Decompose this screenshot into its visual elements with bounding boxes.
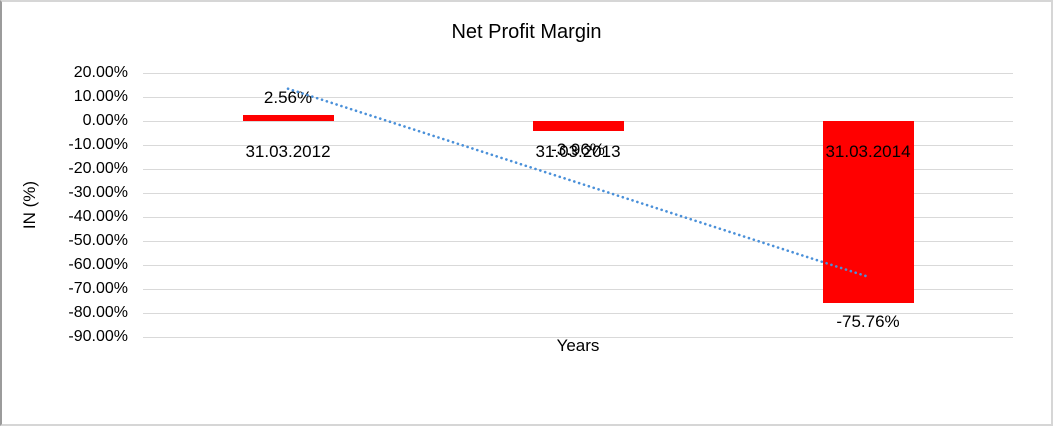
x-axis-title: Years [556, 336, 600, 355]
bar [242, 114, 334, 121]
gridline [143, 73, 1013, 74]
trendline [286, 87, 870, 279]
y-tick-label: -90.00% [68, 328, 128, 345]
y-tick-label: -20.00% [68, 160, 128, 177]
value-label: 2.56% [263, 87, 313, 107]
y-tick-label: -50.00% [68, 232, 128, 249]
value-label: -3.96% [551, 139, 605, 159]
category-label: 31.03.2014 [825, 142, 911, 161]
category-label: 31.03.2012 [245, 142, 331, 161]
gridline [143, 289, 1013, 290]
y-tick-label: 10.00% [73, 88, 128, 105]
y-tick-label: -70.00% [68, 280, 128, 297]
bar [532, 121, 624, 131]
value-label: -75.76% [836, 311, 900, 331]
y-tick-label: -30.00% [68, 184, 128, 201]
y-tick-label: -60.00% [68, 256, 128, 273]
y-tick-label: 20.00% [73, 64, 128, 81]
y-tick-label: -80.00% [68, 304, 128, 321]
chart-title: Net Profit Margin [451, 21, 602, 43]
gridline [143, 313, 1013, 314]
y-tick-label: -10.00% [68, 136, 128, 153]
y-tick-label: -40.00% [68, 208, 128, 225]
y-tick-label: 0.00% [82, 112, 128, 129]
gridline [143, 337, 1013, 338]
